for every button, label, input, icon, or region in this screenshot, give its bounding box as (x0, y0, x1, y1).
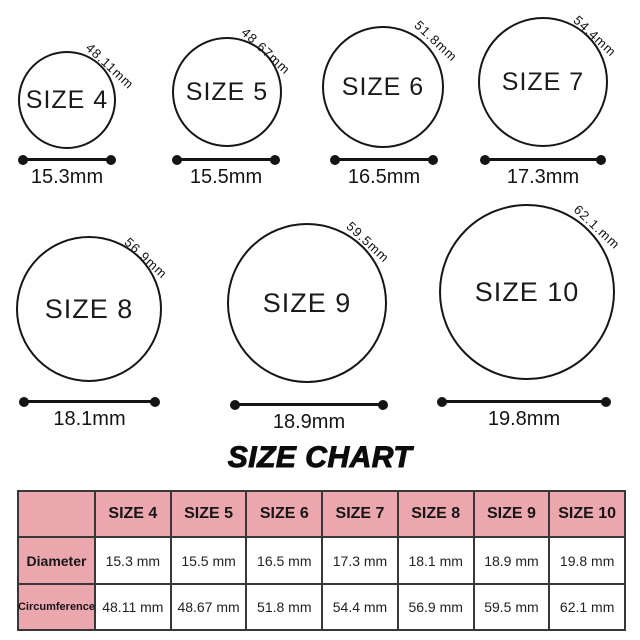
table-cell-circumference-size-6: 51.8 mm (247, 585, 322, 629)
table-cell-diameter-size-6: 16.5 mm (247, 538, 322, 583)
table-cell-diameter-size-7: 17.3 mm (323, 538, 397, 583)
ring-diameter-line (18, 154, 116, 165)
table-corner-cell (19, 492, 94, 536)
ring-size-label: SIZE 8 (44, 293, 134, 324)
table-header-size-8: SIZE 8 (398, 492, 473, 536)
ring-diameter-label: 15.3mm (30, 166, 104, 188)
table-cell-circumference-size-5: 48.67 mm (171, 585, 246, 629)
table-header-size-4: SIZE 4 (96, 492, 170, 536)
ring-diameter-label: 18.1mm (53, 408, 126, 430)
ring-diameter-label: 19.8mm (487, 408, 561, 430)
table-cell-circumference-size-7: 54.4 mm (323, 585, 397, 629)
table-cell-circumference-size-4: 48.11 mm (96, 585, 170, 629)
table-cell-circumference-size-9: 59.5 mm (474, 585, 549, 629)
ring-size-9: SIZE 9 59.5mm 18.9mm (227, 218, 392, 433)
ring-size-label: SIZE 6 (341, 72, 425, 101)
ring-circle (16, 236, 162, 382)
ring-circle (322, 26, 444, 148)
ring-diameter-line (230, 399, 388, 410)
ring-size-label: SIZE 10 (474, 276, 580, 307)
table-cell-diameter-size-8: 18.1 mm (398, 538, 473, 583)
table-cell-diameter-size-4: 15.3 mm (96, 538, 170, 583)
ring-circle (227, 223, 387, 383)
table-row-label-diameter: Diameter (19, 538, 94, 583)
table-header-size-10: SIZE 10 (550, 492, 624, 536)
size-chart-table: SIZE 4 SIZE 5 SIZE 6 SIZE 7 SIZE 8 SIZE … (17, 490, 626, 631)
ring-size-label: SIZE 7 (501, 67, 585, 96)
table-cell-circumference-size-8: 56.9 mm (398, 585, 473, 629)
ring-circle (18, 51, 116, 149)
ring-diameter-line (437, 396, 611, 407)
table-header-size-6: SIZE 6 (247, 492, 322, 536)
table-cell-diameter-size-9: 18.9 mm (474, 538, 549, 583)
ring-diameter-line (172, 154, 280, 165)
ring-size-6: SIZE 6 51.8mm 16.5mm (322, 17, 460, 188)
table-cell-circumference-size-10: 62.1 mm (550, 585, 624, 629)
ring-size-7: SIZE 7 54.4mm 17.3mm (478, 12, 619, 188)
ring-size-4: SIZE 4 48.11mm 15.3mm (18, 40, 137, 188)
ring-diameter-line (480, 154, 606, 165)
ring-diameter-label: 18.9mm (272, 411, 346, 433)
table-header-size-9: SIZE 9 (474, 492, 549, 536)
table-cell-diameter-size-5: 15.5 mm (171, 538, 246, 583)
ring-size-label: SIZE 9 (262, 287, 352, 318)
ring-diameter-label: 15.5mm (189, 166, 263, 188)
table-header-size-7: SIZE 7 (323, 492, 397, 536)
ring-circle (478, 17, 608, 147)
ring-diameter-line (19, 396, 160, 407)
table-row-label-circumference: Circumference (18, 585, 95, 629)
ring-circle (172, 37, 282, 147)
ring-diameter-label: 16.5mm (347, 166, 421, 188)
ring-size-5: SIZE 5 48.67mm 15.5mm (172, 25, 293, 188)
table-header-size-5: SIZE 5 (171, 492, 246, 536)
ring-size-8: SIZE 8 56.9mm 18.1mm (16, 234, 170, 430)
ring-diameter-line (330, 154, 438, 165)
ring-size-10: SIZE 10 62.1.mm 19.8mm (437, 202, 623, 430)
ring-size-label: SIZE 5 (185, 77, 269, 106)
table-cell-diameter-size-10: 19.8 mm (550, 538, 624, 583)
ring-size-label: SIZE 4 (25, 85, 109, 114)
ring-circle (439, 204, 615, 380)
page-title: SIZE CHART (227, 441, 413, 475)
ring-diameter-label: 17.3mm (506, 166, 580, 188)
